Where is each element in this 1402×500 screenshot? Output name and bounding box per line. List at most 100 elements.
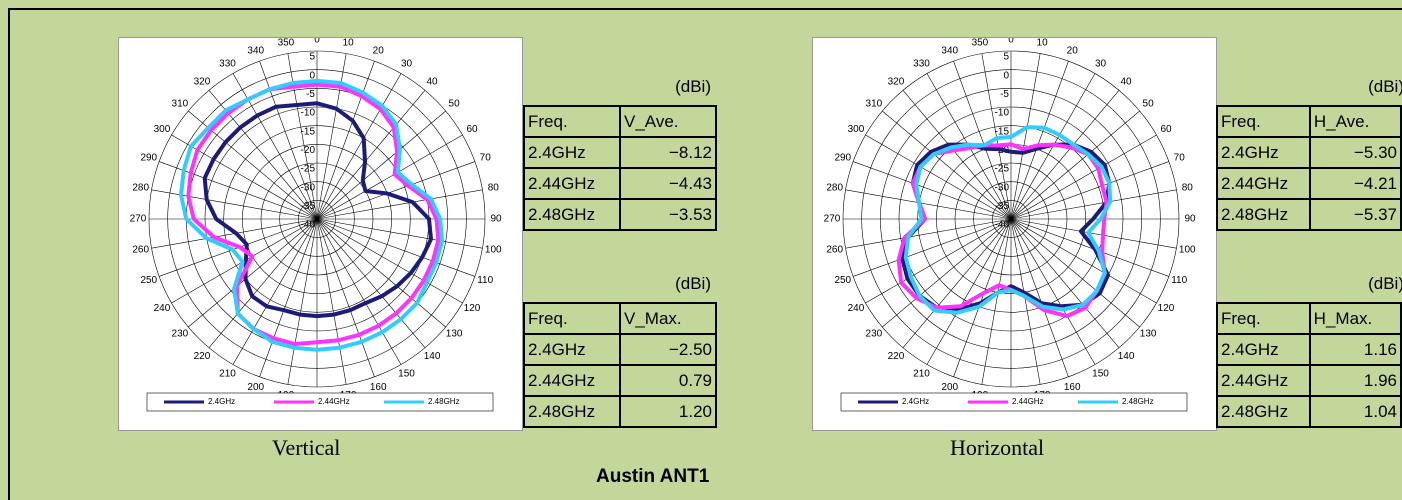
angle-label: 160: [1064, 382, 1081, 393]
grid-spoke: [1010, 90, 1120, 220]
angle-label: 270: [824, 214, 841, 225]
angle-label: 0: [314, 38, 320, 46]
header-cell: H_Ave.: [1308, 105, 1402, 138]
table-cell: 1.20: [619, 395, 717, 428]
series-line: [179, 78, 444, 352]
grid-spoke: [316, 110, 446, 220]
angle-label: 60: [466, 124, 478, 135]
table-cell: 2.48GHz: [1216, 198, 1311, 231]
grid-spoke: [1010, 61, 1069, 220]
table-row: Freq. V_Ave.: [523, 105, 717, 138]
angle-label: 100: [485, 245, 502, 256]
header-cell: Freq.: [523, 302, 621, 335]
angle-label: 70: [1174, 152, 1186, 163]
angle-label: 210: [219, 369, 236, 380]
grid-spoke: [316, 218, 483, 249]
radial-tick-label: -25: [301, 164, 316, 175]
angle-label: 130: [446, 329, 463, 340]
table-cell: 0.79: [619, 364, 717, 397]
radial-tick-label: -30: [995, 182, 1010, 193]
grid-spoke: [1010, 218, 1177, 249]
caption: Vertical: [272, 435, 341, 460]
polar-chart: 0 102030405060708090100110120130140150160…: [824, 35, 1196, 412]
grid-spoke: [316, 218, 475, 277]
angle-label: 80: [1182, 183, 1194, 194]
table-cell: −8.12: [619, 136, 717, 169]
radial-tick-label: 5: [1003, 52, 1009, 63]
angle-label: 140: [1118, 351, 1135, 362]
angle-label: 10: [1037, 38, 1049, 48]
grid-spoke: [1010, 189, 1177, 220]
radial-tick-label: -35: [995, 201, 1010, 212]
table-cell: 2.4GHz: [523, 136, 621, 169]
grid-spoke: [316, 218, 375, 377]
table-cell: 2.4GHz: [1216, 333, 1311, 366]
table-cell: 2.48GHz: [523, 198, 621, 231]
angle-label: 230: [172, 329, 189, 340]
radial-tick-label: -40: [301, 220, 316, 231]
grid-spoke: [1010, 134, 1157, 220]
radial-tick-label: -10: [995, 108, 1010, 119]
table-cell: −2.50: [619, 333, 717, 366]
angle-label: 0: [1008, 38, 1014, 46]
caption: Horizontal: [950, 435, 1045, 460]
angle-label: 10: [343, 38, 355, 48]
grid-spoke: [1010, 161, 1169, 220]
table-cell: 2.48GHz: [523, 395, 621, 428]
legend: [840, 392, 1188, 412]
grid-spoke: [902, 90, 1012, 220]
series-line: [202, 101, 433, 319]
legend: [146, 392, 494, 412]
legend-label: 2.44GHz: [318, 397, 350, 406]
radial-tick-label: -5: [1000, 89, 1009, 100]
legend-label: 2.48GHz: [428, 397, 460, 406]
table-cell: −5.30: [1308, 136, 1402, 169]
table-row: 2.48GHz 1.04: [1216, 395, 1402, 428]
data-table: Freq. V_Ave. 2.4GHz −8.12 2.44GHz −4.43 2.48GH…: [523, 105, 717, 231]
series-line: [900, 142, 1112, 312]
table-row: 2.4GHz −2.50: [523, 333, 717, 366]
table-cell: 1.96: [1308, 364, 1402, 397]
angle-label: 240: [154, 303, 171, 314]
data-table: Freq. V_Max. 2.4GHz −2.50 2.44GHz 0.79 2.48GHz…: [523, 302, 717, 428]
header-cell: Freq.: [523, 105, 621, 138]
unit-label: (dBi): [675, 274, 711, 293]
table-row: 2.48GHz 1.20: [523, 395, 717, 428]
legend-label: 2.4GHz: [902, 397, 929, 406]
radial-tick-label: -25: [995, 164, 1010, 175]
table-row: 2.44GHz −4.43: [523, 167, 717, 200]
angle-label: 330: [219, 59, 236, 70]
table-cell: 2.44GHz: [523, 364, 621, 397]
grid-spoke: [882, 218, 1012, 328]
angle-label: 40: [426, 77, 438, 88]
angle-label: 250: [140, 275, 157, 286]
grid-spoke: [1010, 218, 1140, 328]
grid-spoke: [316, 61, 375, 220]
table-row: Freq. H_Max.: [1216, 302, 1402, 335]
polar-chart: 0 102030405060708090100110120130140150160…: [130, 35, 502, 412]
radial-tick-label: -15: [301, 126, 316, 137]
grid-spoke: [287, 218, 318, 385]
angle-label: 320: [194, 77, 211, 88]
angle-label: 220: [888, 351, 905, 362]
table-cell: 2.4GHz: [523, 333, 621, 366]
grid-spoke: [316, 218, 446, 328]
angle-label: 310: [172, 99, 189, 110]
angle-label: 90: [490, 214, 502, 225]
angle-label: 290: [834, 152, 851, 163]
grid-spoke: [1010, 218, 1169, 277]
grid-spoke: [1010, 218, 1157, 304]
legend-label: 2.4GHz: [208, 397, 235, 406]
grid-spoke: [1010, 53, 1041, 220]
angle-label: 260: [826, 245, 843, 256]
radial-tick-label: 0: [1003, 70, 1009, 81]
grid-spoke: [316, 134, 463, 220]
angle-label: 160: [370, 382, 387, 393]
grid-spoke: [1010, 218, 1096, 365]
table-row: 2.44GHz 1.96: [1216, 364, 1402, 397]
angle-label: 280: [132, 183, 149, 194]
grid-spoke: [316, 90, 426, 220]
radial-tick-label: -40: [995, 220, 1010, 231]
grid-spoke: [853, 218, 1012, 277]
